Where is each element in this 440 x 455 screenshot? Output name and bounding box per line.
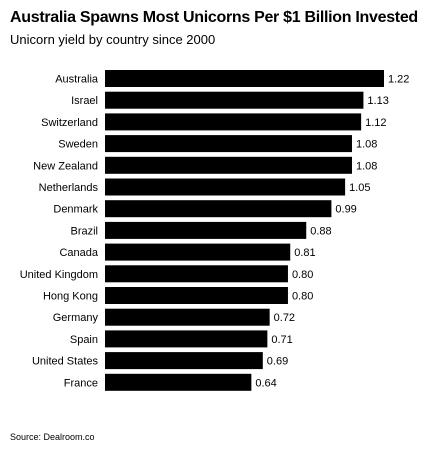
category-label: Hong Kong (43, 291, 98, 303)
category-label: Israel (71, 95, 98, 107)
bar-united-states (105, 352, 263, 370)
value-label: 1.22 (388, 74, 409, 86)
category-label: Denmark (53, 204, 98, 216)
bar-sweden (105, 135, 352, 153)
value-label: 0.69 (267, 356, 288, 368)
category-label: Switzerland (41, 117, 98, 129)
bar-denmark (105, 200, 332, 218)
category-label: Australia (55, 74, 99, 86)
bar-switzerland (105, 113, 362, 131)
category-label: Canada (59, 247, 98, 259)
category-label: Brazil (70, 225, 98, 237)
bar-netherlands (105, 178, 346, 196)
value-label: 1.05 (349, 182, 370, 194)
value-label: 0.99 (335, 204, 356, 216)
bar-united-kingdom (105, 265, 288, 283)
value-label: 0.64 (255, 377, 276, 389)
value-label: 1.13 (367, 95, 388, 107)
source-note: Source: Dealroom.co (10, 432, 95, 442)
value-label: 0.80 (292, 269, 313, 281)
bar-hong-kong (105, 287, 288, 304)
value-label: 0.81 (294, 247, 315, 259)
bar-spain (105, 330, 268, 348)
category-label: Germany (53, 312, 99, 324)
category-label: Spain (70, 334, 98, 346)
bar-brazil (105, 221, 307, 239)
value-label: 1.12 (365, 117, 386, 129)
bar-canada (105, 243, 291, 261)
bar-new-zealand (105, 156, 352, 174)
bar-australia (105, 70, 384, 87)
value-label: 0.71 (271, 334, 292, 346)
category-label: France (64, 377, 98, 389)
bar-germany (105, 308, 270, 326)
chart-subtitle: Unicorn yield by country since 2000 (10, 32, 216, 47)
value-label: 0.80 (292, 291, 313, 303)
category-label: New Zealand (33, 160, 98, 172)
category-label: Netherlands (39, 182, 99, 194)
category-label: United States (32, 356, 99, 368)
chart-title: Australia Spawns Most Unicorns Per $1 Bi… (10, 9, 418, 26)
category-label: United Kingdom (20, 269, 98, 281)
value-label: 0.88 (310, 225, 331, 237)
bar-israel (105, 91, 364, 109)
value-label: 1.08 (356, 160, 377, 172)
category-label: Sweden (58, 139, 98, 151)
bar-france (105, 373, 252, 391)
value-label: 0.72 (274, 312, 295, 324)
value-label: 1.08 (356, 139, 377, 151)
